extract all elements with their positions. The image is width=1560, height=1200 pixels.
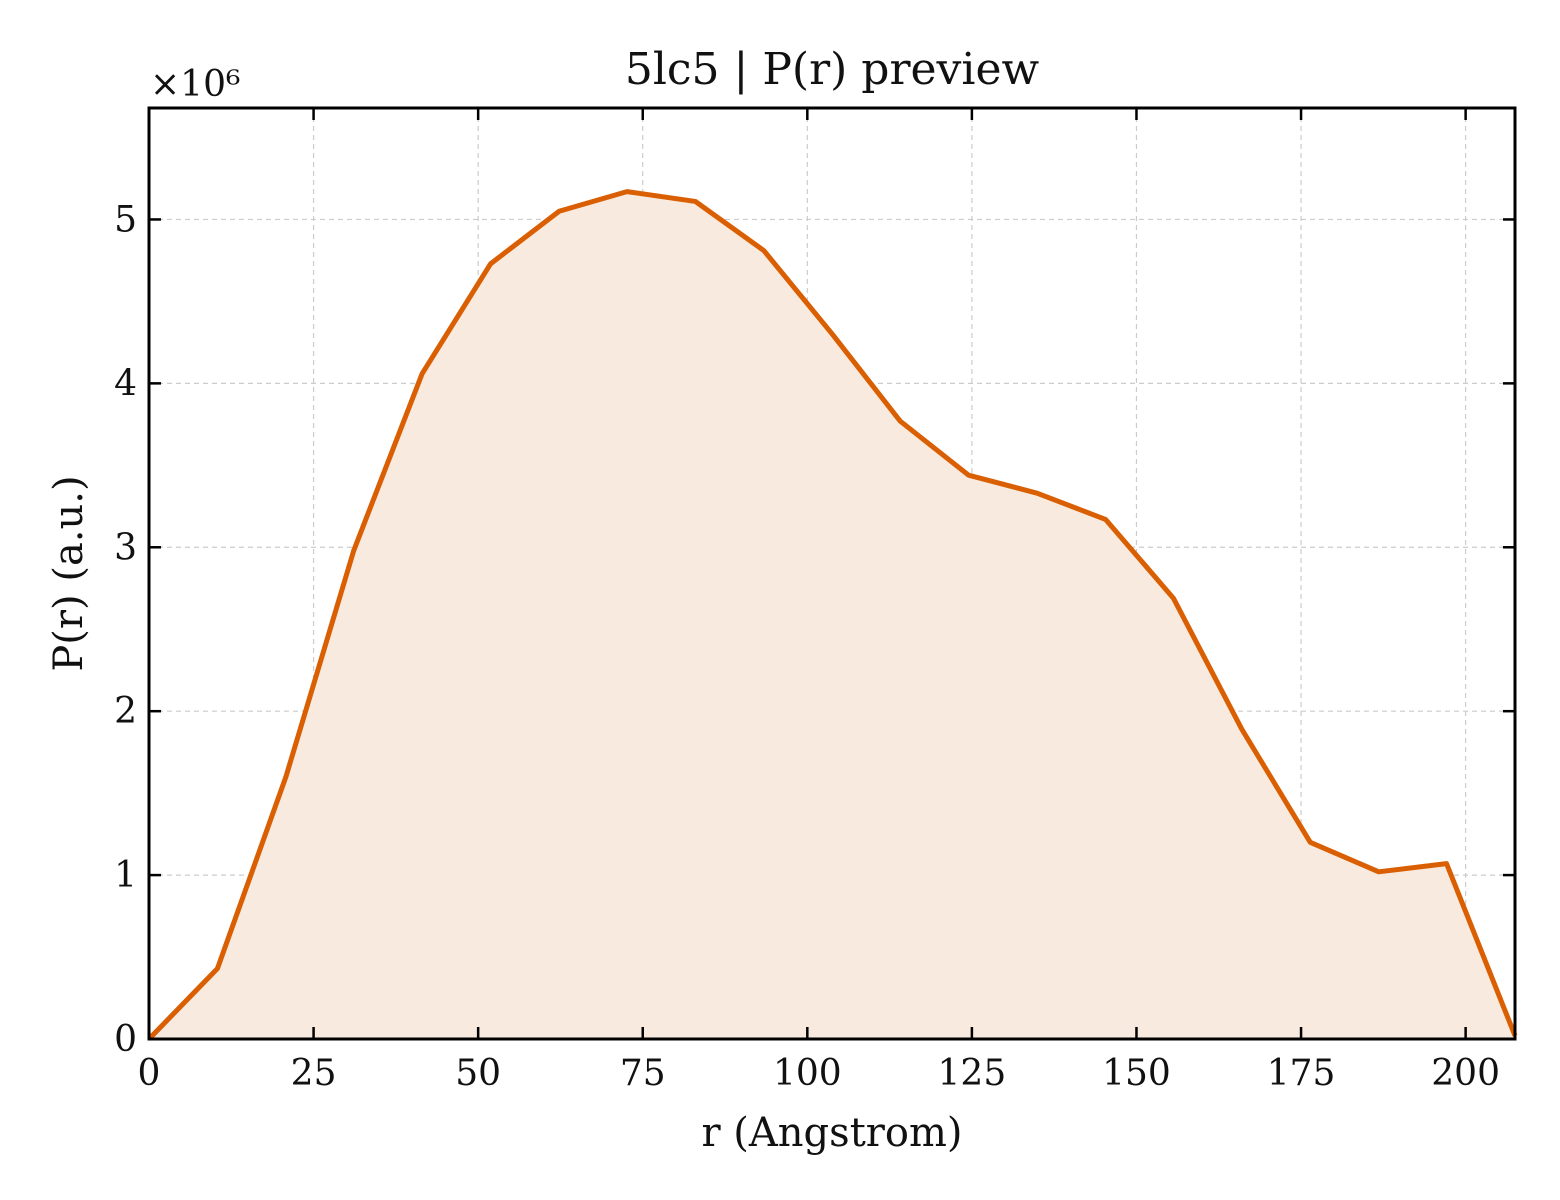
x-tick-label: 200 — [1431, 1053, 1500, 1094]
y-tick-label: 1 — [114, 855, 137, 896]
x-tick-label: 100 — [773, 1053, 842, 1094]
y-axis-label: P(r) (a.u.) — [46, 475, 92, 671]
x-tick-label: 0 — [138, 1053, 161, 1094]
series-area — [149, 191, 1515, 1040]
x-tick-label: 175 — [1267, 1053, 1336, 1094]
x-tick-label: 75 — [620, 1053, 666, 1094]
x-axis-label: r (Angstrom) — [701, 1110, 962, 1156]
data-layer — [147, 189, 1518, 1041]
series-line — [147, 189, 1518, 1041]
y-tick-label: 4 — [114, 363, 137, 404]
x-tick-label: 125 — [938, 1053, 1007, 1094]
y-axis-multiplier: ×10⁶ — [150, 64, 240, 105]
y-tick-label: 2 — [114, 691, 137, 732]
x-tick-label: 50 — [455, 1053, 501, 1094]
x-tick-label: 150 — [1102, 1053, 1171, 1094]
plot-frame — [147, 106, 1517, 1041]
y-tick-label: 5 — [114, 199, 137, 240]
y-tick-label: 3 — [114, 527, 137, 568]
y-tick-label: 0 — [114, 1019, 137, 1060]
chart-title: 5lc5 | P(r) preview — [625, 44, 1040, 95]
x-tick-label: 25 — [291, 1053, 337, 1094]
ticks: 0 25 50 75 100 125 150 175 200 0 1 2 3 4 5 — [114, 108, 1515, 1094]
